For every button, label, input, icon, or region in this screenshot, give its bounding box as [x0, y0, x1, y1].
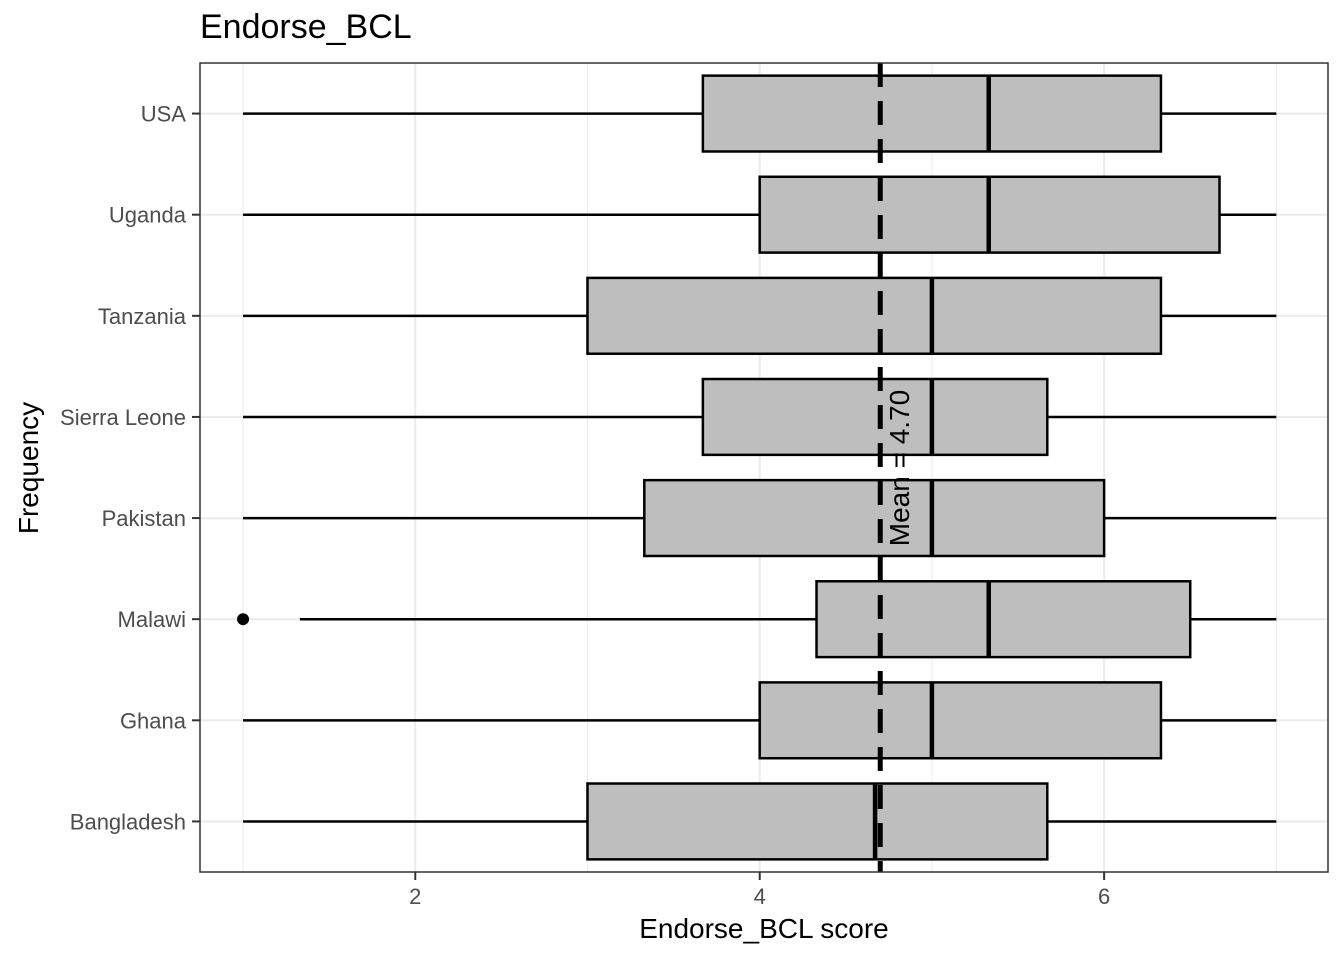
iqr-box [643, 478, 1106, 558]
x-axis-label: Endorse_BCL score [639, 913, 889, 944]
iqr-box [701, 377, 1049, 457]
box-usa [243, 74, 1277, 153]
iqr-box [586, 782, 1049, 861]
box-tanzania [243, 276, 1277, 355]
y-tick-label: Ghana [120, 708, 187, 733]
iqr-box [815, 580, 1192, 659]
iqr-box [701, 74, 1163, 153]
x-tick-label: 6 [1098, 884, 1110, 909]
y-tick-label: Uganda [109, 203, 187, 228]
chart-title: Endorse_BCL [200, 8, 412, 46]
y-tick-label: Bangladesh [70, 809, 186, 834]
axis-layer: Bangladesh Ghana Malawi Pakistan Sierra Leon… [60, 62, 1329, 909]
y-tick-label: Sierra Leone [60, 405, 186, 430]
box-pakistan [243, 478, 1277, 558]
y-tick-label: Tanzania [98, 304, 187, 329]
mean-label: Mean = 4.70 [884, 390, 915, 546]
y-axis-label: Frequency [13, 402, 44, 534]
y-tick-label: Malawi [118, 607, 186, 632]
x-tick-label: 2 [409, 884, 421, 909]
x-tick-label: 4 [754, 884, 766, 909]
panel-border [199, 62, 1329, 873]
y-tick-label: Pakistan [102, 506, 186, 531]
mean-layer: Mean = 4.70 [877, 63, 915, 872]
iqr-box [758, 681, 1163, 760]
outlier-point [237, 613, 250, 626]
box-uganda [243, 175, 1277, 254]
box-bangladesh [243, 782, 1277, 861]
box-layer [237, 74, 1277, 861]
y-tick-label: USA [141, 102, 187, 127]
iqr-box [586, 276, 1163, 355]
box-ghana [243, 681, 1277, 760]
box-sierra-leone [243, 377, 1277, 457]
